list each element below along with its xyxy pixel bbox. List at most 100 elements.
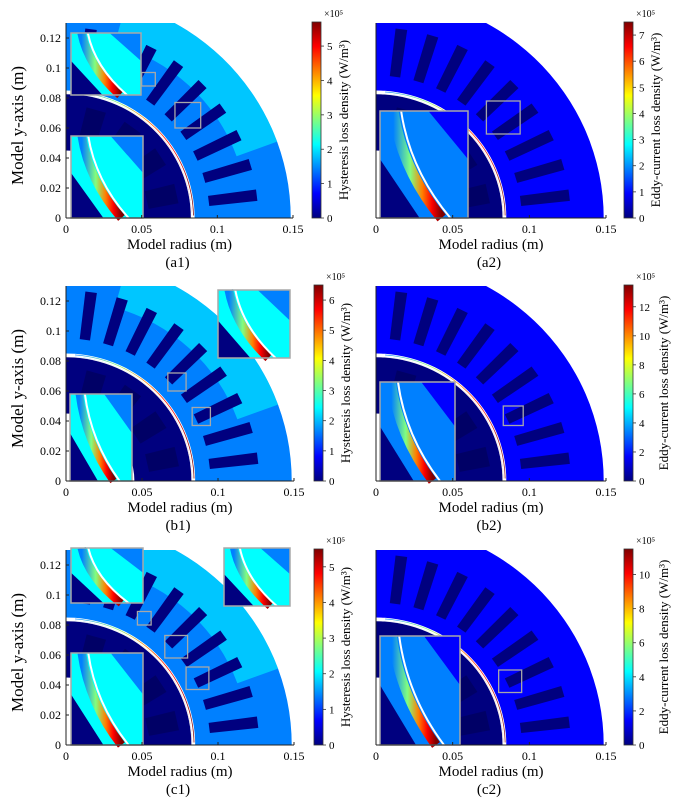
stator-slot (203, 686, 253, 710)
panel-a2: 0 0.05 0.1 0.15 Model radius (m) (a2) 0 1 2 3 4 5 6 7… (373, 9, 663, 271)
x-tick-label: 0.1 (522, 485, 537, 499)
x-tick-label: 0.1 (522, 749, 537, 763)
x-tick-label: 0.15 (284, 749, 305, 763)
rotor-pocket (145, 710, 179, 736)
colorbar-tick-label: 6 (639, 389, 645, 401)
x-tick-label: 0.05 (442, 222, 463, 236)
x-tick-label: 0.15 (596, 485, 617, 499)
stator-slot (125, 307, 157, 356)
stator-slot (491, 103, 539, 140)
panel-label: (c2) (477, 782, 501, 798)
x-tick-label: 0 (63, 222, 69, 236)
y-axis-label: Model y-axis (m) (8, 593, 27, 712)
stator-slot (208, 452, 259, 469)
x-tick-label: 0.05 (131, 222, 152, 236)
panel-label: (a2) (477, 255, 501, 271)
stator-slot (389, 28, 408, 78)
colorbar-tick-label: 4 (329, 355, 335, 367)
x-tick-label: 0.15 (596, 749, 617, 763)
stator-slot (514, 422, 565, 446)
panel-label: (b1) (166, 518, 191, 534)
colorbar-tick-label: 12 (639, 302, 650, 314)
x-axis-label: Model radius (m) (128, 764, 233, 780)
stator-slot (180, 103, 227, 140)
y-tick-label: 0.12 (40, 558, 61, 572)
zoom-region-box (185, 666, 210, 691)
stator-slot (436, 44, 468, 93)
colorbar-multiplier: ×10⁵ (636, 272, 655, 283)
colorbar: 0 1 2 3 4 5 6 7 ×10⁵ Eddy-current loss density (W… (623, 9, 663, 225)
x-tick-label: 0.1 (211, 485, 226, 499)
zoom-region-box (191, 406, 212, 427)
panel-c2: 0 0.05 0.1 0.15 Model radius (m) (c2) 0 2 4 6 8 10 ×… (373, 536, 671, 798)
colorbar-tick-label: 2 (639, 447, 645, 459)
stator-slot (514, 159, 565, 183)
stator-slot (389, 291, 408, 341)
y-tick-label: 0.04 (40, 151, 61, 165)
inset-magnified-view (70, 32, 142, 99)
stator-slot (389, 555, 408, 605)
x-tick-label: 0 (63, 485, 69, 499)
zoom-region-box (485, 100, 521, 135)
colorbar-tick-label: 4 (327, 75, 333, 87)
panel-b1: 0 0.05 0.1 0.15 0 0.02 0.04 0.06 0.08 0.1 0.12 Mode… (8, 272, 353, 534)
y-tick-label: 0.12 (40, 31, 61, 45)
inset-magnified-view (69, 393, 133, 484)
colorbar-multiplier: ×10⁵ (326, 272, 345, 283)
colorbar: 0 2 4 6 8 10 12 ×10⁵ Eddy-current loss density (… (623, 272, 671, 488)
y-tick-label: 0.06 (40, 648, 61, 662)
colorbar-tick-label: 7 (639, 30, 645, 42)
stator-slot (146, 60, 184, 106)
stator-slot (475, 343, 519, 385)
colorbar-tick-label: 5 (329, 325, 335, 337)
colorbar-tick-label: 6 (329, 295, 335, 307)
x-tick-label: 0 (63, 749, 69, 763)
inset-magnified-view (379, 381, 456, 484)
x-tick-label: 0.15 (596, 222, 617, 236)
stator-slot (413, 561, 439, 611)
colorbar-tick-label: 4 (639, 418, 645, 430)
panel-c1: 0 0.05 0.1 0.15 0 0.02 0.04 0.06 0.08 0.1 0.12 Mode… (8, 536, 353, 798)
y-tick-label: 0.02 (40, 444, 61, 458)
colorbar-label: Hysteresis loss density (W/m³) (338, 303, 353, 463)
y-tick-label: 0.1 (46, 588, 61, 602)
colorbar-tick-label: 0 (329, 476, 335, 488)
stator-slot (208, 716, 259, 733)
zoom-region-box (136, 610, 152, 626)
colorbar-tick-label: 8 (639, 604, 645, 616)
y-axis-label: Model y-axis (m) (8, 329, 27, 448)
colorbar-tick-label: 4 (329, 597, 335, 609)
colorbar-tick-label: 1 (329, 704, 335, 716)
stator-slot (164, 343, 208, 385)
colorbar-tick-label: 6 (639, 638, 645, 650)
colorbar-tick-label: 3 (329, 633, 335, 645)
rotor-pocket (145, 446, 179, 472)
panel-label: (b2) (477, 518, 502, 534)
x-tick-label: 0 (373, 749, 379, 763)
colorbar-tick-label: 0 (639, 476, 645, 488)
air-gap-line (378, 619, 505, 745)
inset-magnified-view (70, 135, 144, 221)
zoom-region-box (164, 634, 189, 659)
colorbar-tick-label: 4 (639, 672, 645, 684)
stator-slot (491, 630, 539, 667)
rotor-pocket (79, 107, 106, 142)
stator-slot (164, 607, 208, 649)
colorbar-tick-label: 2 (327, 144, 333, 156)
x-tick-label: 0.15 (284, 485, 305, 499)
colorbar-multiplier: ×10⁵ (324, 9, 343, 20)
colorbar-tick-label: 5 (329, 562, 335, 574)
colorbar-tick-label: 5 (639, 82, 645, 94)
colorbar: 0 1 2 3 4 5 ×10⁵ Hysteresis loss density (W/m³) (313, 536, 353, 752)
x-tick-label: 0.15 (283, 222, 304, 236)
x-axis-label: Model radius (m) (439, 764, 544, 780)
rotor-pocket (130, 411, 167, 444)
x-axis-label: Model radius (m) (128, 500, 233, 516)
colorbar-label: Hysteresis loss density (W/m³) (338, 567, 353, 727)
x-tick-label: 0.1 (522, 222, 537, 236)
y-tick-label: 0.08 (40, 618, 61, 632)
stator-slot (193, 393, 243, 424)
stator-slot (146, 323, 184, 369)
stator-slot (514, 686, 565, 710)
